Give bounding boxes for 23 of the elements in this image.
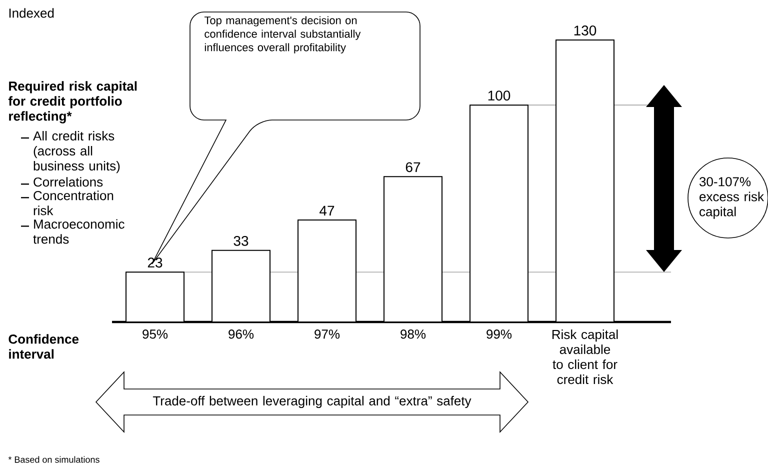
x-tick-label: Risk capital available to client for credit risk xyxy=(552,330,618,384)
data-label: 33 xyxy=(234,236,248,246)
x-tick-label: 97% xyxy=(314,330,340,339)
data-label: 100 xyxy=(488,90,510,101)
text: Indexed xyxy=(9,8,54,18)
data-label: 47 xyxy=(320,206,334,216)
text: 30-107% excess risk capital xyxy=(700,177,764,219)
data-label: 130 xyxy=(574,26,596,36)
text: Concentration risk xyxy=(34,190,114,216)
text: * Based on simulations xyxy=(8,456,100,463)
text: Correlations xyxy=(34,177,103,187)
x-tick-label: 99% xyxy=(486,330,512,339)
text: Confidence interval xyxy=(8,334,79,359)
annotation: Macroeconomic trends xyxy=(33,219,124,244)
annotation: Top management's decision on confidence interval substantially influences overall profitability xyxy=(204,16,361,54)
data-label: 67 xyxy=(406,162,420,172)
annotation: Required risk capital for credit portfolio reflecting* xyxy=(8,81,137,124)
annotation: All credit risks (across all business units) xyxy=(33,130,120,174)
text: Trade-off between leveraging capital and “extra” safety xyxy=(152,396,472,408)
x-tick-label: 96% xyxy=(228,330,254,339)
x-tick-label: 98% xyxy=(400,330,426,339)
x-tick-label: 95% xyxy=(142,330,168,339)
data-label: 23 xyxy=(148,258,162,268)
